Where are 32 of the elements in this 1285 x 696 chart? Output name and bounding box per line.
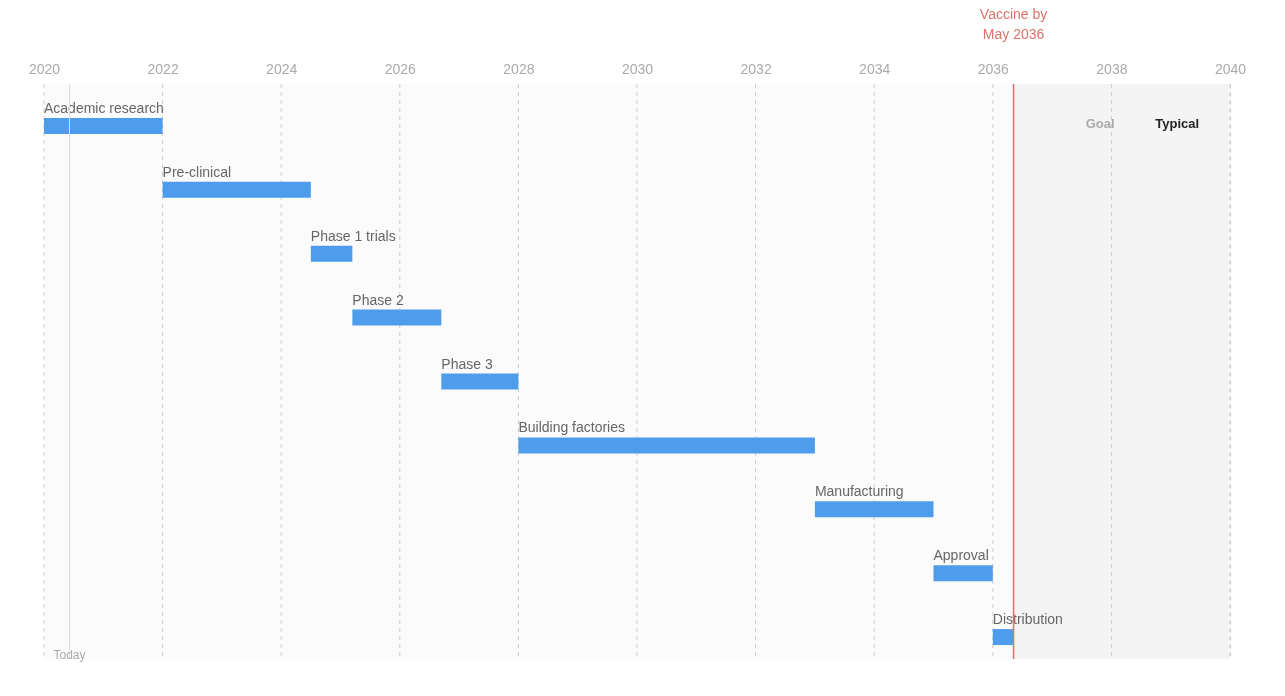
- annotation: Goal: [1085, 116, 1115, 131]
- y-tick-label: Pre-clinical: [162, 163, 232, 180]
- x-tick-label: 2022: [147, 60, 179, 77]
- x-tick-label: 2020: [28, 60, 61, 77]
- y-tick-label: Approval: [933, 547, 989, 564]
- x-tick-label: 2038: [1096, 60, 1128, 77]
- bar: [518, 437, 815, 454]
- x-tick-label: 2032: [740, 60, 772, 77]
- x-tick-label: 2030: [621, 60, 654, 77]
- x-tick-label: 2040: [1214, 60, 1247, 77]
- bar: [992, 629, 1014, 646]
- bar: [814, 501, 934, 518]
- y-tick-label: Phase 3: [441, 355, 493, 372]
- bar: [44, 117, 163, 134]
- y-tick-label: Phase 1 trials: [310, 227, 396, 244]
- ref-line-label: Vaccine by May 2036: [979, 6, 1048, 42]
- x-tick-label: 2024: [266, 60, 298, 77]
- y-tick-label: Phase 2: [352, 291, 404, 308]
- bar: [162, 181, 311, 198]
- bar: [310, 245, 353, 262]
- y-tick-label: Building factories: [518, 419, 626, 436]
- x-tick-label: 2028: [503, 60, 535, 77]
- x-tick-label: 2026: [384, 60, 417, 77]
- x-tick-label: 2036: [977, 60, 1010, 77]
- y-tick-label: Academic research: [44, 99, 164, 116]
- bar: [352, 309, 442, 326]
- annotation: Typical: [1155, 116, 1200, 131]
- x-tick-label: 2034: [859, 60, 891, 77]
- bar: [441, 373, 519, 390]
- y-tick-label: Manufacturing: [814, 483, 904, 500]
- ref-line-label: Today: [53, 648, 86, 662]
- bar: [933, 565, 993, 582]
